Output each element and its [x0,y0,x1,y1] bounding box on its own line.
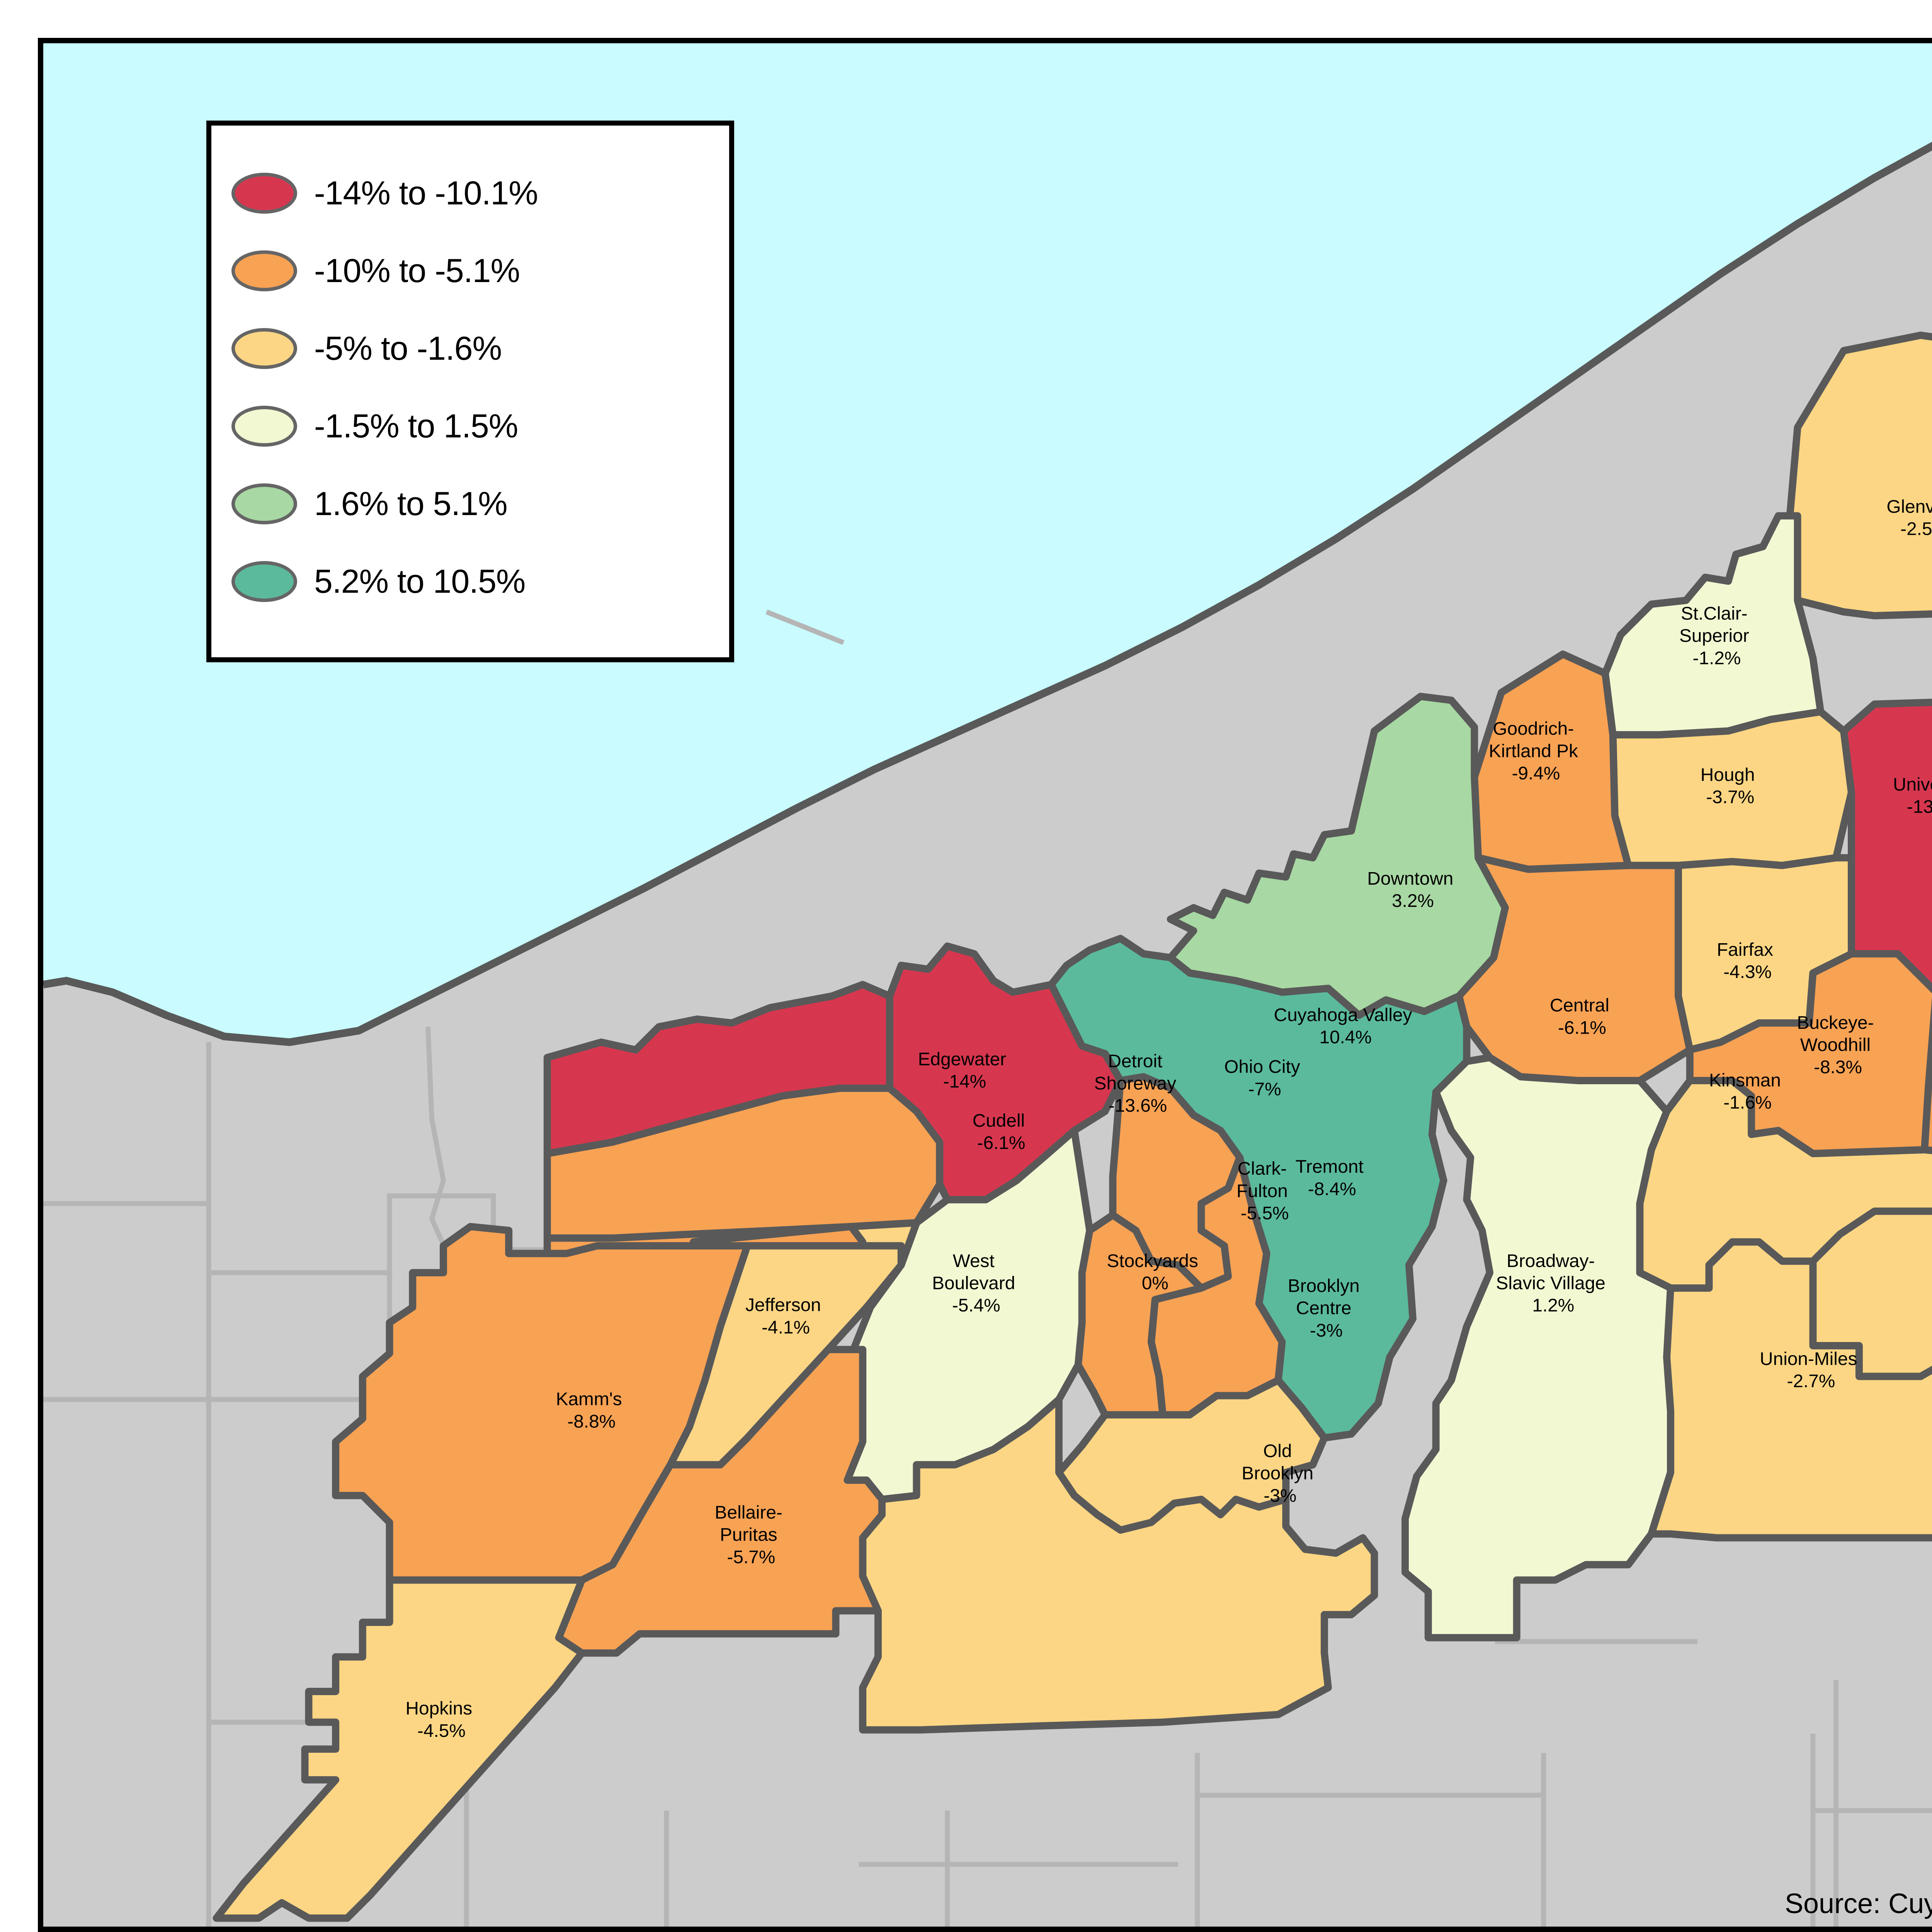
label-stockyards: Stockyards 0% [1107,1251,1204,1294]
legend-row: 1.6% to 5.1% [211,465,729,543]
label-downtown: Downtown 3.2% [1367,869,1458,912]
label-central: Central -6.1% [1550,995,1614,1038]
neighborhood-labels: North Shore Collinwood -7.5% Collinwood-… [406,497,1932,1741]
legend-row: -1.5% to 1.5% [211,387,729,465]
lake-erie-shoreline [43,141,1932,1046]
region-central[interactable] [1455,854,1694,1085]
label-detroit-shoreway: Detroit Shoreway -13.6% [1094,1051,1182,1116]
label-university: University -13.2% [1893,774,1932,817]
label-bellaire-puritas: Bellaire- Puritas -5.7% [715,1502,788,1567]
legend-swatch-light-green [231,483,297,524]
legend-row: -5% to -1.6% [211,310,729,387]
label-cudell: Cudell -6.1% [973,1111,1030,1153]
legend-row: -14% to -10.1% [211,154,729,232]
label-hopkins: Hopkins -4.5% [406,1698,478,1741]
label-broadway-slavic: Broadway- Slavic Village 1.2% [1496,1251,1611,1316]
label-tremont: Tremont -8.4% [1296,1156,1369,1199]
region-broadway-slavic[interactable] [1401,1054,1674,1641]
neighborhood-polygons [213,332,1932,1922]
legend-label-teal: 5.2% to 10.5% [314,563,526,600]
label-cuyahoga-valley: Cuyahoga Valley 10.4% [1274,1005,1417,1048]
label-edgewater: Edgewater -14% [918,1049,1012,1092]
label-jefferson: Jefferson -4.1% [745,1295,826,1338]
region-old-brooklyn[interactable] [859,1396,1378,1734]
cleveland-tree-canopy-map[interactable]: North Shore Collinwood -7.5% Collinwood-… [43,43,1932,1927]
tree-canopy-change-legend: -14% to -10.1% -10% to -5.1% -5% to -1.6… [206,121,734,662]
label-stclair-superior: St.Clair- Superior -1.2% [1679,603,1754,668]
legend-label-light-green: 1.6% to 5.1% [314,485,508,522]
legend-swatch-light-orange [231,328,297,369]
region-union-miles[interactable] [1648,1238,1932,1542]
legend-label-pale-yellow: -1.5% to 1.5% [314,407,518,445]
legend-label-orange: -10% to -5.1% [314,252,520,289]
label-kamms: Kamm's -8.8% [556,1389,627,1432]
label-west-boulevard: West Boulevard -5.4% [932,1251,1020,1316]
label-goodrich-kirtland: Goodrich- Kirtland Pk -9.4% [1489,719,1583,784]
label-fairfax: Fairfax -4.3% [1717,939,1778,982]
legend-swatch-pale-yellow [231,405,297,447]
region-university[interactable] [1840,699,1932,993]
region-hopkins[interactable] [213,1576,586,1922]
label-hough: Hough -3.7% [1701,765,1760,808]
legend-row: 5.2% to 10.5% [211,543,729,620]
legend-swatch-teal [231,561,297,602]
label-kinsman: Kinsman -1.6% [1709,1070,1786,1113]
label-clark-fulton: Clark- Fulton -5.5% [1236,1158,1293,1223]
label-union-miles: Union-Miles -2.7% [1760,1349,1862,1391]
legend-label-light-orange: -5% to -1.6% [314,330,502,367]
label-brooklyn-centre: Brooklyn Centre -3% [1288,1276,1365,1340]
legend-swatch-orange [231,250,297,291]
legend-row: -10% to -5.1% [211,232,729,310]
label-ohio-city: Ohio City -7% [1224,1057,1305,1100]
map-frame: North Shore Collinwood -7.5% Collinwood-… [38,38,1932,1932]
label-old-brooklyn: Old Brooklyn -3% [1242,1441,1318,1506]
label-glenville: Glenville -2.5% [1886,497,1932,539]
region-buckeye-shaker[interactable] [1921,954,1932,1211]
source-credit: Source: Cuyahoga County Urban Tree Asses… [1784,1888,1932,1919]
legend-swatch-red [231,172,297,214]
label-buckeye-woodhill: Buckeye- Woodhill -8.3% [1797,1012,1879,1077]
legend-label-red: -14% to -10.1% [314,174,538,212]
